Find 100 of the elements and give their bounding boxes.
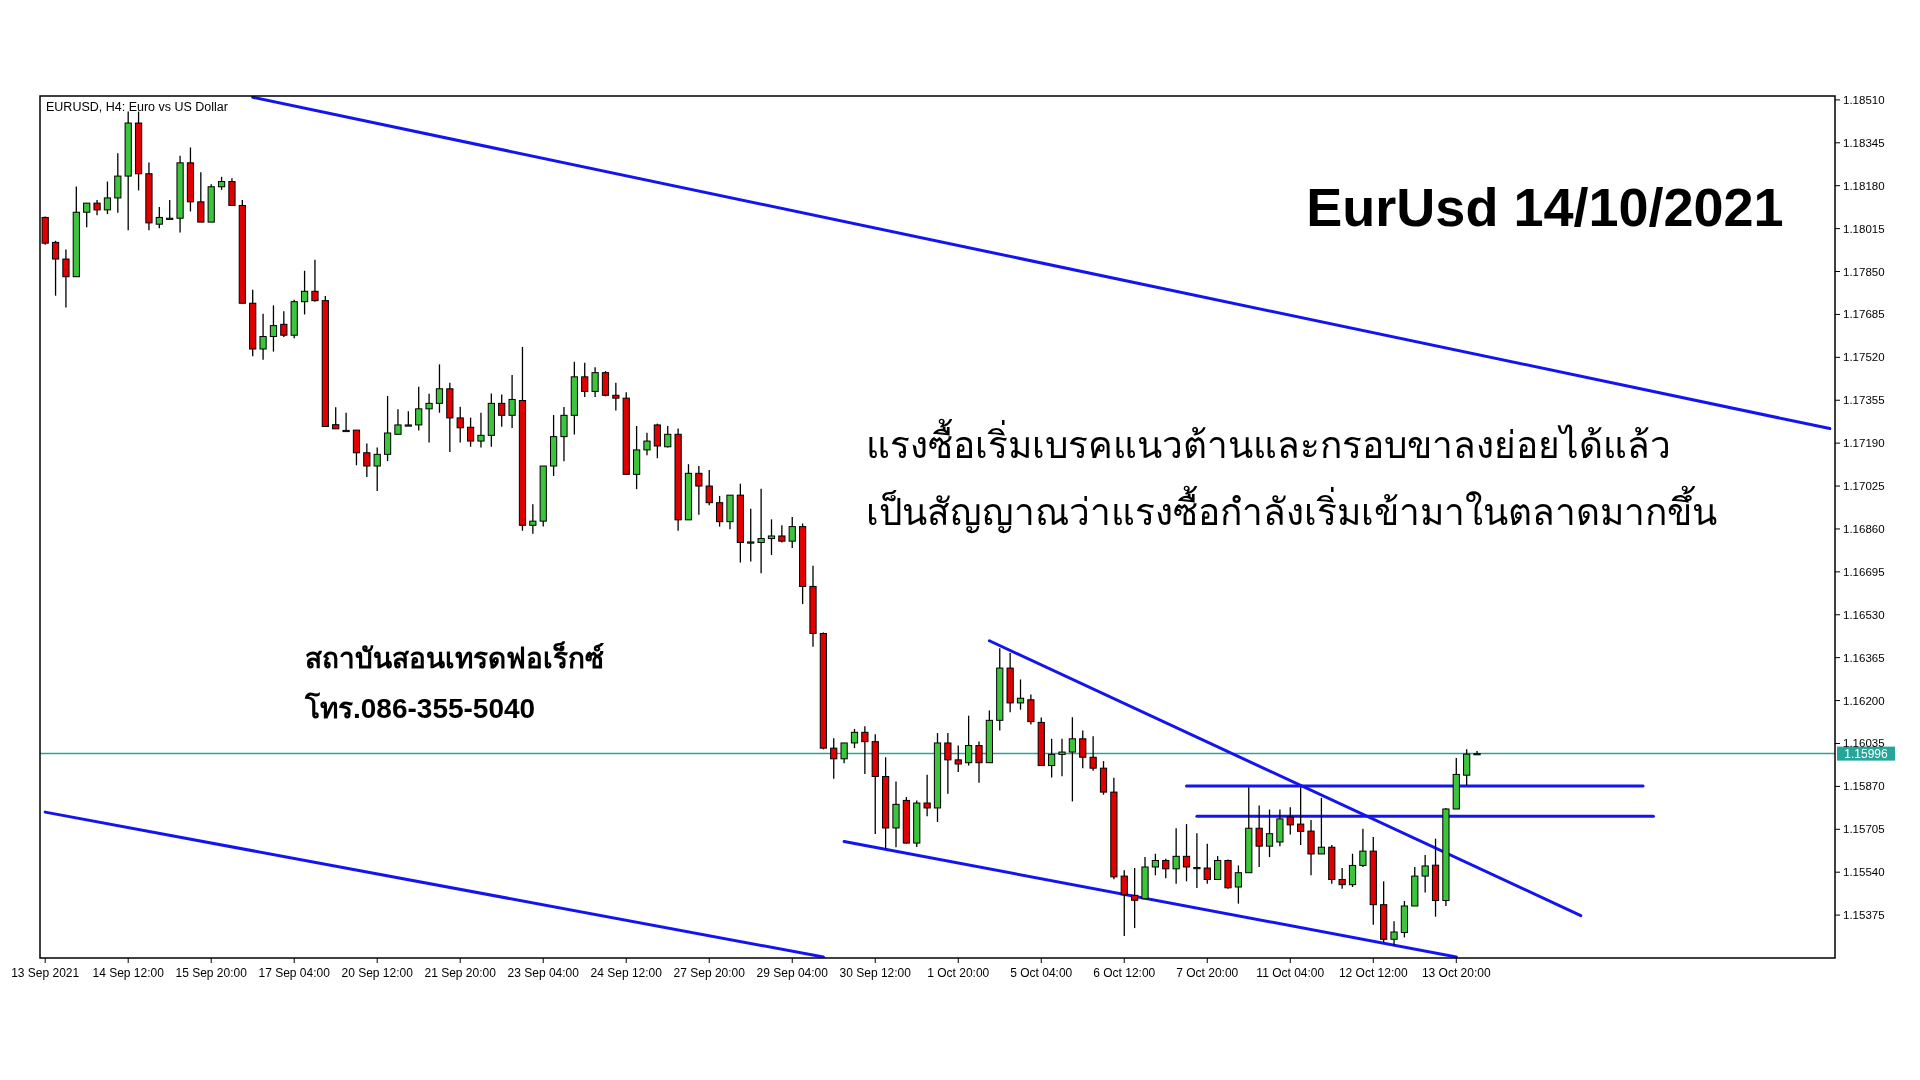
y-tick-label: 1.16035 [1843,737,1885,750]
x-tick-label: 13 Oct 20:00 [1421,966,1491,980]
candlestick [705,469,713,506]
x-tick-label: 17 Sep 04:00 [258,966,331,980]
candlestick [861,725,869,775]
candlestick [643,432,651,457]
candlestick [1348,853,1357,888]
candlestick [498,393,506,428]
x-tick-label: 23 Sep 04:00 [507,966,580,980]
x-tick-label: 30 Sep 12:00 [839,966,912,980]
candlestick [508,374,516,429]
candlestick [1131,867,1139,929]
candlestick [415,386,423,432]
candlestick [1048,738,1056,779]
candlestick [757,488,765,574]
candlestick [601,370,610,397]
candlestick [197,171,205,223]
candlestick [311,259,319,303]
candlestick [1234,864,1243,905]
candlestick [435,363,444,414]
candlestick [788,516,796,549]
candlestick [280,310,288,338]
candlestick [1182,823,1191,882]
candlestick [1307,819,1315,876]
candlestick [300,270,309,316]
x-tick-label: 11 Oct 04:00 [1256,966,1325,980]
annotation: แรงซื้อเริ่มเบรคแนวต้านและกรอบขาลงย่อยได้แล้ว [866,418,1671,466]
x-tick-label: 5 Oct 04:00 [1010,966,1073,980]
candlestick [383,395,392,462]
candlestick [1016,678,1025,711]
candlestick [1172,827,1180,885]
candlestick [342,412,350,433]
candlestick [664,425,672,449]
candlestick [83,202,91,228]
candlestick [695,465,703,516]
candlestick [1297,786,1305,846]
candlestick [1276,808,1284,847]
text: EurUsd 14/10/2021 [1306,177,1784,237]
y-tick-label: 1.15375 [1843,909,1885,922]
y-tick-label: 1.15705 [1843,823,1885,836]
candlestick [114,152,122,214]
x-tick-label: 20 Sep 12:00 [341,966,414,980]
candlestick [363,442,371,478]
y-tick-label: 1.18510 [1843,93,1885,106]
candlestick [425,393,433,444]
annotation: โทร.086-355-5040 [304,691,536,724]
candlestick [944,732,952,795]
candlestick [466,417,475,448]
y-tick-label: 1.16200 [1843,694,1885,707]
x-tick-label: 14 Sep 12:00 [92,966,165,980]
candlestick [1359,828,1367,868]
candlestick [394,408,402,435]
chart-subtitle: EURUSD, H4: Euro vs US Dollar [46,100,228,114]
y-tick-label: 1.16860 [1843,522,1885,535]
candlestick [1058,738,1066,777]
candlestick [456,406,464,444]
candlestick [747,508,755,563]
candlestick [1099,760,1108,796]
x-tick-label: 15 Sep 20:00 [175,966,248,980]
candlestick [850,728,859,749]
y-tick-label: 1.17025 [1843,480,1885,493]
candlestick [1286,806,1294,836]
y-tick-label: 1.17355 [1843,394,1885,407]
y-tick-label: 1.18015 [1843,222,1885,235]
candlestick [892,780,900,848]
y-tick-label: 1.16695 [1843,565,1885,578]
candlestick [477,412,485,449]
candlestick [591,366,599,398]
x-tick-label: 12 Oct 12:00 [1338,966,1408,980]
candlestick [103,180,112,215]
candlestick [529,503,537,535]
candlestick [259,313,267,361]
y-tick-label: 1.17190 [1843,437,1885,450]
candlestick [62,248,70,309]
candlestick [1203,843,1211,885]
candlestick [581,362,589,398]
y-tick-label: 1.18180 [1843,179,1885,192]
y-tick-label: 1.16530 [1843,608,1885,621]
x-tick-label: 27 Sep 20:00 [673,966,746,980]
candlestick [1463,748,1471,786]
x-tick-label: 24 Sep 12:00 [590,966,663,980]
candlestick [1027,693,1035,726]
candlestick [1193,832,1201,889]
candlestick [1079,729,1087,769]
candlestick [653,422,661,459]
candlestick [965,715,973,767]
y-tick-label: 1.16365 [1843,651,1885,664]
x-tick-label: 7 Oct 20:00 [1176,966,1239,980]
candlestick [830,737,838,780]
y-tick-label: 1.15540 [1843,866,1885,879]
candlestick [1255,804,1263,868]
x-tick-label: 29 Sep 04:00 [756,966,829,980]
candlestick [1317,797,1326,855]
annotation: เป็นสัญญาณว่าแรงซื้อกำลังเริ่มเข้ามาในตลาดมากขึ้น [866,485,1717,534]
candlestick [1390,920,1398,946]
candlestick [373,446,381,492]
candlestick [51,240,60,297]
x-tick-label: 21 Sep 20:00 [424,966,497,980]
candlestick [166,199,174,220]
candlestick [767,518,776,556]
